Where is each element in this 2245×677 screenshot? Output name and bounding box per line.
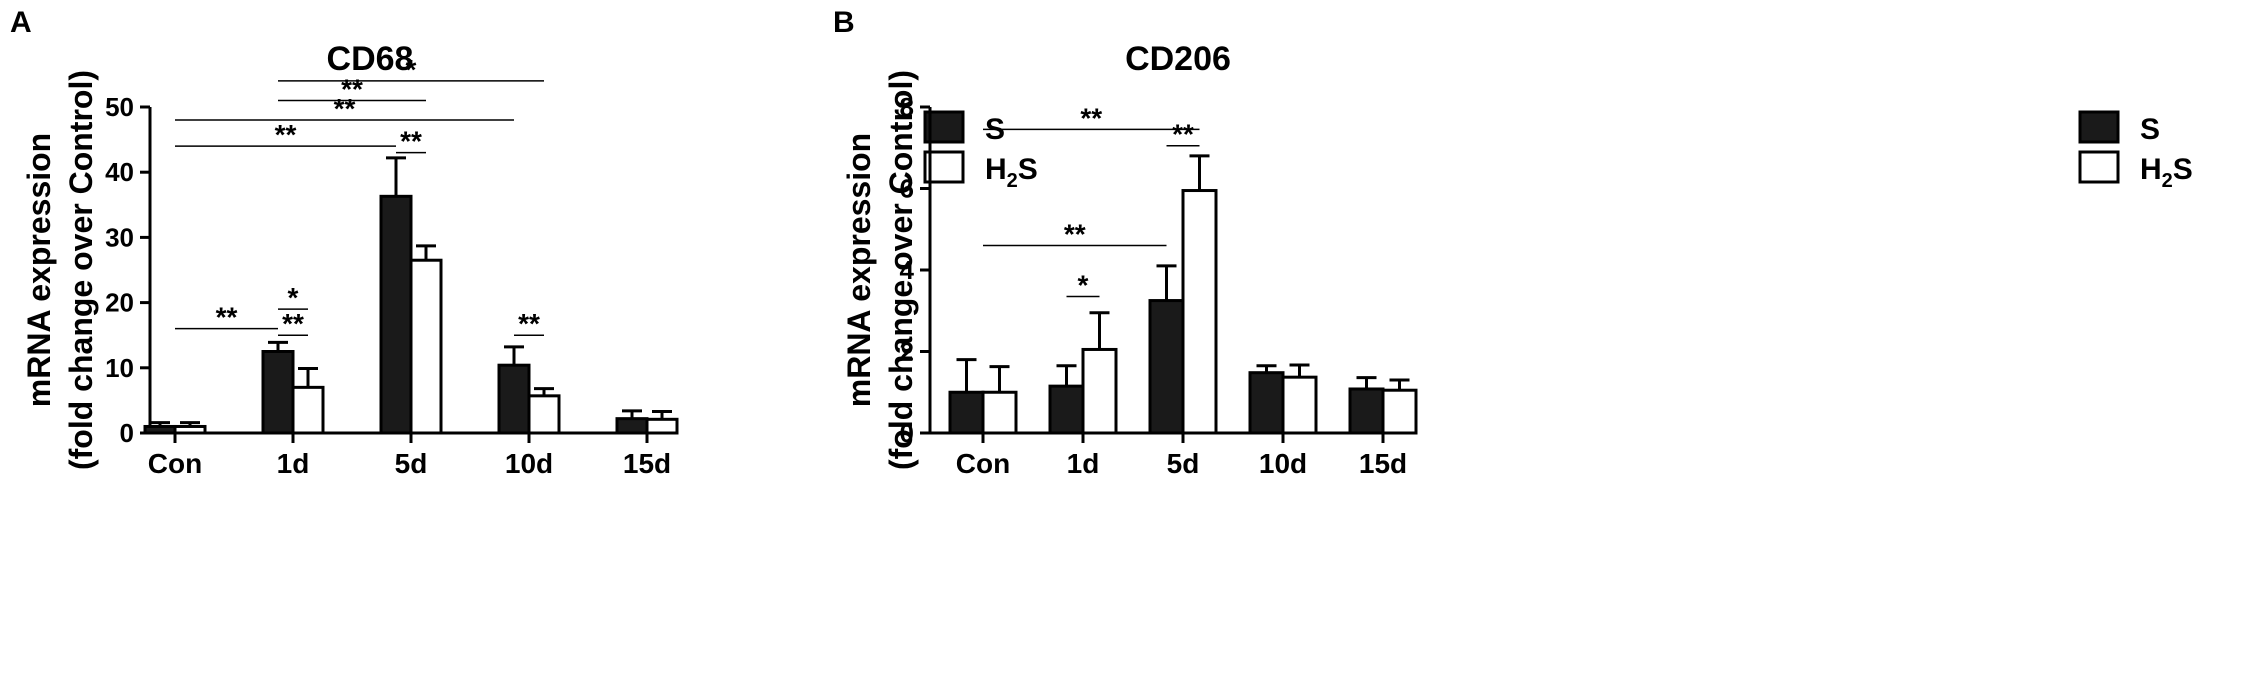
- bar-h2s-1d: [291, 385, 325, 435]
- significance-label: *: [406, 54, 417, 85]
- bar-h2s-5d: [1181, 189, 1218, 435]
- x-tick-label: 15d: [623, 448, 671, 479]
- bar-h2s-10d: [1281, 375, 1318, 435]
- legend-label-h2s: H2S: [2140, 153, 2193, 192]
- bar-s-5d: [379, 194, 413, 435]
- significance-label: **: [275, 119, 297, 150]
- y-axis-label-line1: mRNA expression: [21, 133, 57, 407]
- significance-label: **: [1172, 119, 1194, 150]
- legend-label-text: S: [1018, 153, 1038, 186]
- chart-title: CD206: [1125, 40, 1231, 78]
- bar-s-con: [948, 390, 985, 435]
- y-tick-label: 6: [900, 174, 914, 204]
- legend-label-h2s: H2S: [985, 153, 1038, 192]
- bar-h2s-10d: [527, 394, 561, 435]
- y-tick-label: 30: [105, 222, 134, 252]
- bar-h2s-15d: [645, 417, 679, 435]
- bar-s-1d: [261, 350, 295, 435]
- legend-label-text: S: [2173, 153, 2193, 186]
- significance-label: **: [518, 308, 540, 339]
- legend-label-text: H: [2140, 153, 2162, 186]
- x-tick-label: 1d: [1067, 448, 1100, 479]
- chart-title: CD68: [327, 40, 414, 78]
- significance-label: **: [1080, 102, 1102, 133]
- bar-h2s-5d: [409, 258, 443, 435]
- bar-h2s-con: [981, 390, 1018, 435]
- x-tick-label: 15d: [1359, 448, 1407, 479]
- bar-s-10d: [497, 363, 531, 435]
- y-axis-label-line2: (fold change over Control): [63, 70, 99, 470]
- bar-h2s-1d: [1081, 347, 1118, 435]
- legend-label-subscript: 2: [1007, 170, 1018, 192]
- bar-h2s-15d: [1381, 388, 1418, 435]
- legend-swatch-s: [2078, 110, 2120, 144]
- bar-s-5d: [1148, 299, 1185, 435]
- significance-label: *: [288, 282, 299, 313]
- y-tick-label: 40: [105, 157, 134, 187]
- panel-label: A: [10, 6, 32, 39]
- significance-label: **: [400, 126, 422, 157]
- y-tick-label: 4: [900, 255, 915, 285]
- y-tick-label: 20: [105, 288, 134, 318]
- legend-label-text: S: [2140, 113, 2160, 146]
- legend-label-s: S: [2140, 113, 2160, 146]
- y-tick-label: 2: [900, 337, 914, 367]
- panel-label: B: [833, 6, 855, 39]
- significance-label: **: [216, 302, 238, 333]
- bar-s-con: [143, 424, 177, 435]
- x-tick-label: Con: [956, 448, 1010, 479]
- bar-h2s-con: [173, 424, 207, 435]
- significance-label: **: [282, 308, 304, 339]
- legend-label-subscript: 2: [2162, 170, 2173, 192]
- legend-label-text: H: [985, 153, 1007, 186]
- x-tick-label: Con: [148, 448, 202, 479]
- x-tick-label: 1d: [277, 448, 310, 479]
- x-tick-label: 10d: [1259, 448, 1307, 479]
- y-tick-label: 8: [900, 92, 914, 122]
- y-tick-label: 10: [105, 353, 134, 383]
- y-axis-label-line1: mRNA expression: [841, 133, 877, 407]
- legend-swatch-h2s: [2078, 150, 2120, 184]
- x-tick-label: 5d: [1167, 448, 1200, 479]
- chart-panel-B: B CD206 mRNA expression (fold change over C…: [833, 6, 2193, 479]
- y-tick-label: 0: [120, 418, 134, 448]
- bar-s-15d: [1348, 387, 1385, 435]
- significance-label: *: [1078, 269, 1089, 300]
- bar-s-10d: [1248, 371, 1285, 435]
- x-tick-label: 10d: [505, 448, 553, 479]
- bar-s-1d: [1048, 384, 1085, 435]
- y-tick-label: 50: [105, 92, 134, 122]
- bar-s-15d: [615, 417, 649, 435]
- x-tick-label: 5d: [395, 448, 428, 479]
- significance-label: **: [1064, 219, 1086, 250]
- y-axis-label-line2: (fold change over Control): [883, 70, 919, 470]
- significance-label: **: [341, 73, 363, 104]
- y-tick-label: 0: [900, 418, 914, 448]
